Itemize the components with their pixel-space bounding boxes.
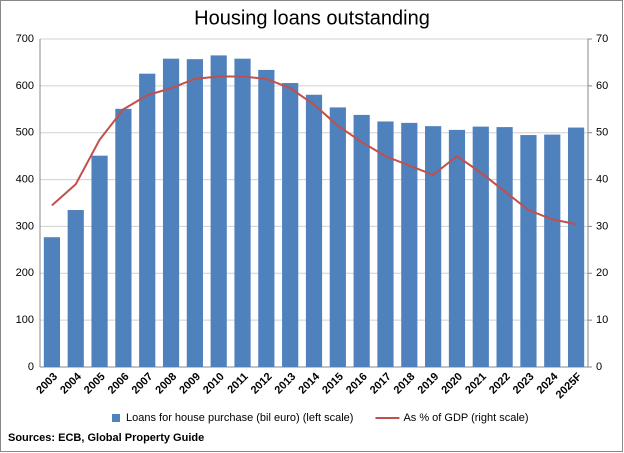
bar [91,155,108,367]
bar [67,210,84,367]
y2-tick-label: 20 [596,267,608,279]
y-tick-label: 100 [16,314,34,326]
bar [425,126,442,367]
legend-swatch [112,414,120,422]
y-tick-label: 600 [16,80,34,92]
bar [305,94,323,367]
bar [186,59,203,368]
bar [377,121,394,368]
y2-tick-label: 10 [596,314,608,326]
bar [567,127,585,367]
y2-tick-label: 0 [596,361,602,373]
bar [496,127,513,367]
y2-tick-label: 40 [596,173,608,185]
bar [43,237,61,367]
line-series [51,75,577,226]
bar [448,129,466,367]
legend-label: As % of GDP (right scale) [403,412,528,424]
bar [258,69,275,367]
bar [139,73,156,367]
bar [544,134,561,367]
bar [162,58,180,368]
legend-label: Loans for house purchase (bil euro) (lef… [126,412,353,424]
bar [520,135,537,367]
bar [282,83,299,367]
y2-tick-label: 70 [596,33,608,45]
bar [353,114,370,367]
bar [210,55,227,368]
y2-tick-label: 30 [596,220,608,232]
y-tick-label: 400 [16,173,34,185]
y-tick-label: 300 [16,220,34,232]
y-tick-label: 700 [16,33,34,45]
source-note: Sources: ECB, Global Property Guide [8,432,204,444]
chart-title: Housing loans outstanding [194,7,430,29]
y-tick-label: 500 [16,127,34,139]
y-tick-label: 0 [28,361,34,373]
y2-tick-label: 60 [596,80,608,92]
bar [401,122,418,367]
bar [234,58,251,368]
bar [329,107,346,367]
y-tick-label: 200 [16,267,34,279]
bar [115,108,132,368]
y2-tick-label: 50 [596,127,608,139]
bar [472,126,489,367]
